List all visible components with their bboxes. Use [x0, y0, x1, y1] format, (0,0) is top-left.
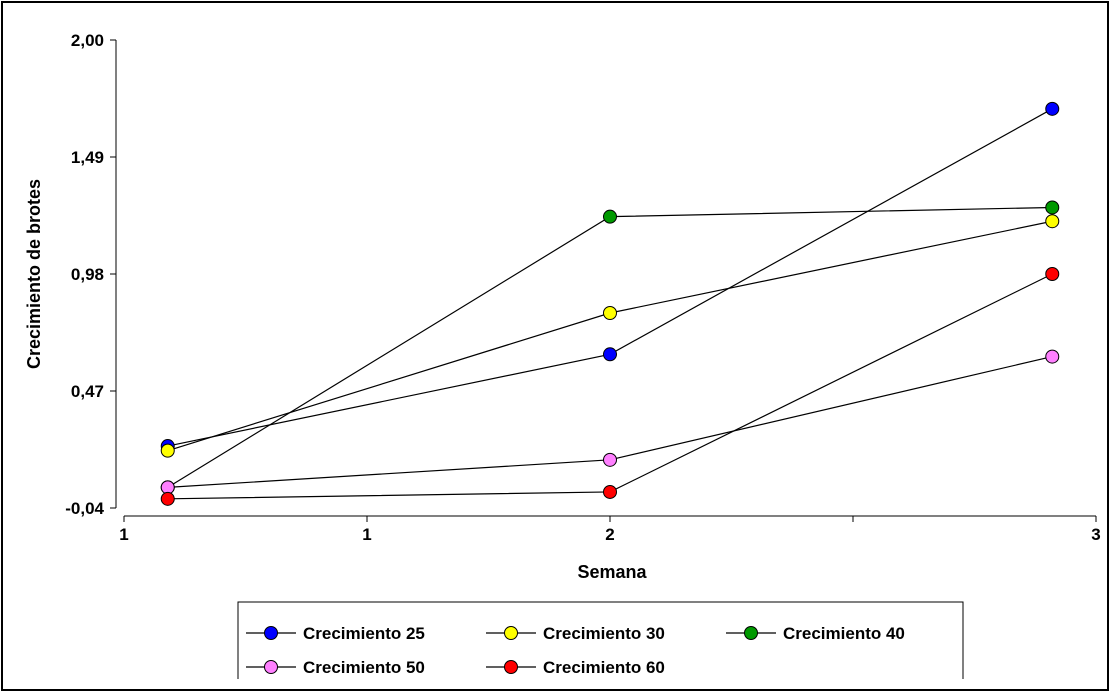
legend-marker: [264, 660, 278, 674]
series-line-1: [167, 108, 1053, 447]
y-tick-label: -0,04: [65, 499, 104, 518]
legend-label: Crecimiento 30: [543, 624, 665, 643]
y-tick-label: 0,47: [71, 382, 104, 401]
legend-marker: [504, 660, 518, 674]
legend-box: [237, 601, 964, 679]
legend-label: Crecimiento 25: [303, 624, 425, 643]
series-4-point: [1045, 349, 1060, 364]
x-tick-label: 2: [605, 525, 614, 544]
legend-marker: [744, 626, 758, 640]
series-5-point: [160, 491, 175, 506]
legend-marker: [504, 626, 518, 640]
y-tick-label: 1,49: [71, 148, 104, 167]
legend-label: Crecimiento 60: [543, 658, 665, 677]
y-axis-ticks: -0,04 0,47 0,98 1,49 2,00: [65, 31, 116, 518]
series-1-point: [1045, 101, 1060, 116]
legend-label: Crecimiento 40: [783, 624, 905, 643]
series-2-point: [603, 306, 617, 320]
series-3-point: [1045, 200, 1060, 215]
series-5-point: [603, 484, 617, 499]
series-line-4: [167, 356, 1053, 488]
x-axis-ticks: 1 1 2 3: [119, 516, 1101, 544]
axes: -0,04 0,47 0,98 1,49 2,00 1 1 2 3 Semana Crecim…: [24, 31, 1101, 582]
legend: Crecimiento 25 Crecimiento 30 Crecimiento …: [237, 601, 964, 679]
series-2-point: [160, 443, 175, 458]
x-tick-label: 1: [362, 525, 371, 544]
series-3-point: [603, 209, 617, 224]
y-tick-label: 2,00: [71, 31, 104, 50]
x-tick-label: 3: [1091, 525, 1100, 544]
series-4-point: [603, 452, 617, 467]
series-5-point: [1045, 267, 1060, 281]
series-line-2: [167, 220, 1053, 452]
y-tick-label: 0,98: [71, 265, 104, 284]
series-lines: [167, 108, 1053, 500]
legend-label: Crecimiento 50: [303, 658, 425, 677]
series-markers: [160, 101, 1060, 506]
series-2-point: [1045, 214, 1060, 229]
x-tick-label: 1: [119, 525, 128, 544]
series-1-point: [603, 347, 617, 362]
y-axis-title: Crecimiento de brotes: [24, 179, 44, 369]
x-axis-title: Semana: [577, 562, 647, 582]
legend-marker: [264, 626, 278, 640]
legend-items: Crecimiento 25 Crecimiento 30 Crecimiento …: [246, 624, 905, 677]
